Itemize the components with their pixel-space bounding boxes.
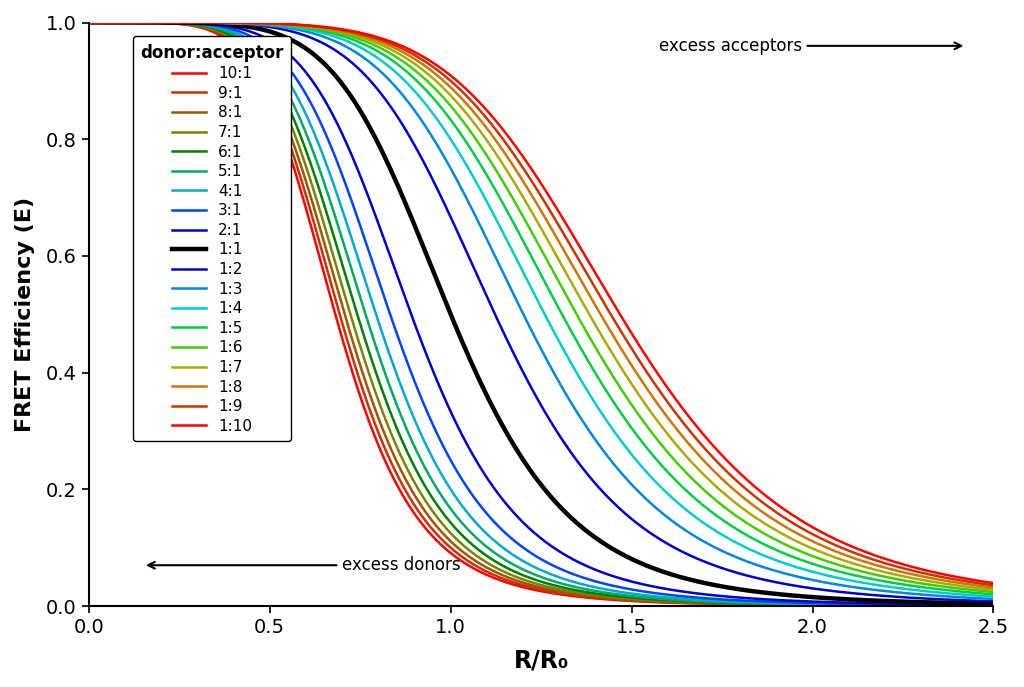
Legend: 10:1, 9:1, 8:1, 7:1, 6:1, 5:1, 4:1, 3:1, 2:1, 1:1, 1:2, 1:3, 1:4, 1:5, 1:6, 1:7,: 10:1, 9:1, 8:1, 7:1, 6:1, 5:1, 4:1, 3:1,…	[133, 36, 291, 441]
X-axis label: R/R₀: R/R₀	[513, 648, 568, 672]
Y-axis label: FRET Efficiency (E): FRET Efficiency (E)	[15, 196, 35, 432]
Text: excess acceptors: excess acceptors	[658, 37, 962, 55]
Text: excess donors: excess donors	[148, 556, 461, 574]
